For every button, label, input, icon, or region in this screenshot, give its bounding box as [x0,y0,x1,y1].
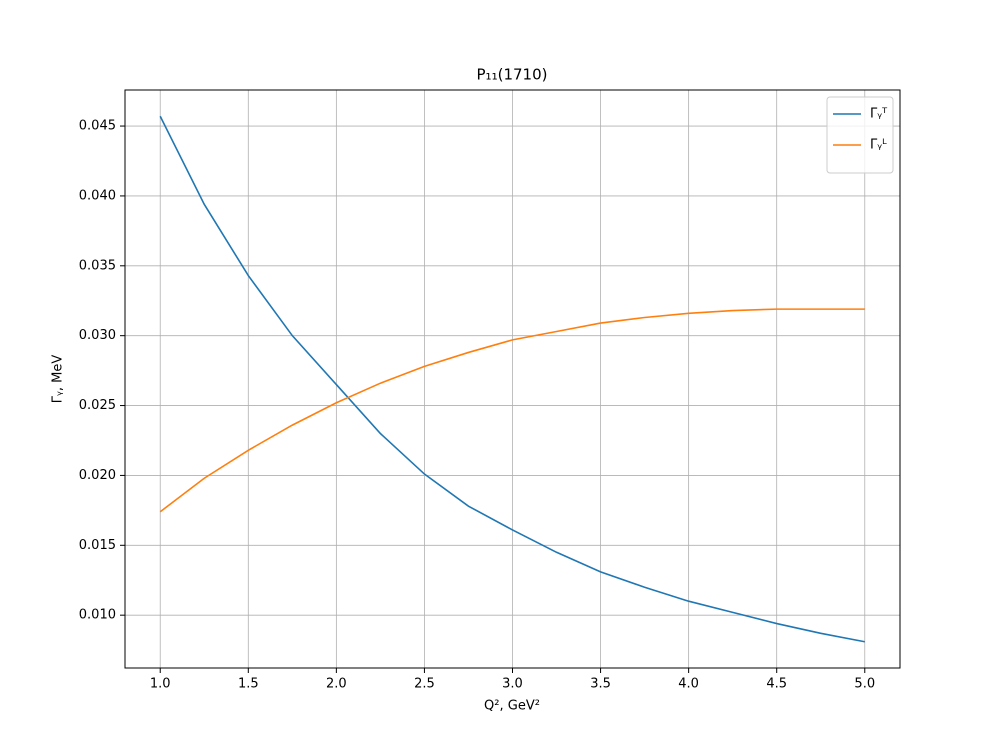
x-tick-label: 3.0 [502,677,523,692]
legend-label: Γᵧᴸ [870,138,887,153]
y-tick-label: 0.020 [79,468,116,483]
y-tick-label: 0.035 [79,258,116,273]
y-tick-label: 0.030 [79,328,116,343]
chart-title: P₁₁(1710) [477,66,548,84]
x-tick-label: 4.0 [678,677,699,692]
x-tick-label: 5.0 [854,677,875,692]
plot-frame [124,89,901,669]
x-tick-label: 2.0 [326,677,347,692]
x-tick-label: 1.0 [150,677,171,692]
y-tick-label: 0.040 [79,188,116,203]
x-tick-label: 3.5 [590,677,611,692]
y-tick-label: 0.010 [79,608,116,623]
x-tick-label: 4.5 [766,677,787,692]
y-tick-label: 0.045 [79,119,116,134]
x-tick-label: 2.5 [414,677,435,692]
line-series [159,308,865,513]
y-tick-label: 0.025 [79,398,116,413]
x-axis-label: Q², GeV² [484,699,540,714]
legend-box [826,96,894,174]
y-axis-label: Γᵧ, MeV [51,355,66,404]
x-tick-label: 1.5 [238,677,259,692]
y-tick-label: 0.015 [79,538,116,553]
legend-label: Γᵧᵀ [870,107,888,122]
line-series [159,115,865,643]
